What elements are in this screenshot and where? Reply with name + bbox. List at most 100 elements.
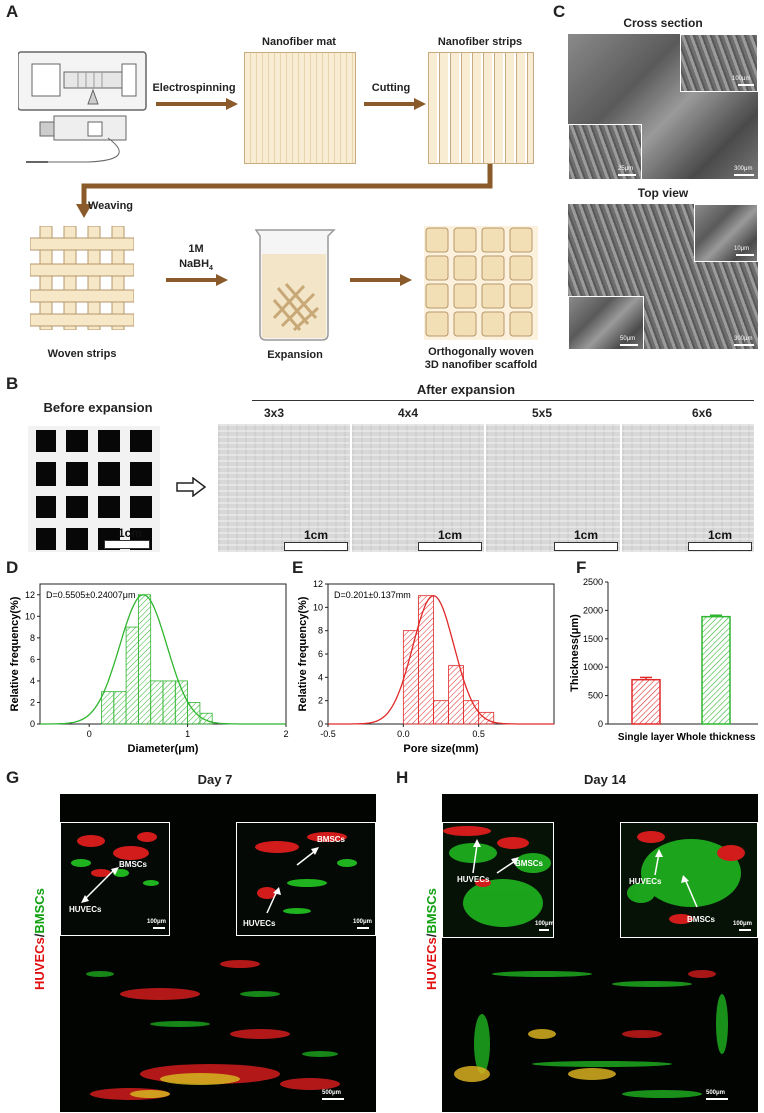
y-tick-label: 6 bbox=[30, 654, 35, 664]
bar bbox=[631, 678, 661, 725]
ortho-caption-line2: 3D nanofiber scaffold bbox=[424, 359, 538, 371]
histogram-bar bbox=[463, 700, 480, 725]
y-tick-label: 2000 bbox=[583, 605, 603, 615]
y-tick-label: 2 bbox=[318, 696, 323, 706]
y-tick-label: 1000 bbox=[583, 662, 603, 672]
expanded-scaffold-5x5-photo: 1cm bbox=[486, 424, 620, 552]
histogram-bar bbox=[199, 712, 213, 725]
y-axis-label: Relative frequency(%) bbox=[9, 596, 21, 711]
expanded-scaffold-3x3-photo: 1cm bbox=[218, 424, 350, 552]
electrospinning-label: Electrospinning bbox=[152, 82, 236, 94]
y-tick-label: 1500 bbox=[583, 634, 603, 644]
histogram-bar bbox=[417, 595, 434, 725]
histogram-bar bbox=[448, 665, 465, 725]
nanofiber-strips-illustration bbox=[428, 52, 534, 164]
h-ylabel: HUVECs/BMSCs bbox=[424, 888, 439, 990]
panel-label-d: D bbox=[6, 558, 19, 577]
day14-inset-left: HUVECs BMSCs 100μm bbox=[442, 822, 554, 938]
histogram-bar bbox=[150, 680, 164, 725]
sem-top-view-image: 10μm 50μm 300μm bbox=[568, 204, 758, 349]
y-axis-label: Relative frequency(%) bbox=[297, 596, 309, 711]
category-label: Single layer bbox=[618, 732, 674, 743]
day14-title: Day 14 bbox=[584, 772, 626, 787]
panel-label-b: B bbox=[6, 374, 19, 393]
y-tick-label: 10 bbox=[25, 611, 35, 621]
x-tick-label: 0.5 bbox=[472, 729, 485, 739]
y-tick-label: 4 bbox=[318, 672, 323, 682]
weaving-label: Weaving bbox=[88, 200, 134, 212]
histogram-bar bbox=[101, 691, 115, 725]
nabh4-line1: 1M bbox=[188, 243, 204, 255]
arrow-right-outline-icon bbox=[176, 477, 207, 497]
y-tick-label: 8 bbox=[30, 633, 35, 643]
day14-inset-right: HUVECs BMSCs 100μm bbox=[620, 822, 758, 938]
histogram-bar bbox=[113, 691, 127, 725]
y-tick-label: 6 bbox=[318, 649, 323, 659]
panel-label-e: E bbox=[292, 558, 304, 577]
expanded-scaffold-6x6-photo: 1cm bbox=[622, 424, 754, 552]
cross-section-title: Cross section bbox=[623, 16, 703, 30]
y-tick-label: 500 bbox=[588, 691, 603, 701]
nanofiber-mat-caption: Nanofiber mat bbox=[262, 36, 336, 48]
normal-fit-curve bbox=[328, 595, 554, 725]
panel-label-a: A bbox=[6, 2, 19, 21]
y-tick-label: 8 bbox=[318, 626, 323, 636]
arrow-right-icon bbox=[350, 274, 412, 286]
normal-fit-curve bbox=[40, 594, 286, 725]
arrow-right-icon bbox=[156, 98, 238, 110]
y-tick-label: 12 bbox=[313, 579, 323, 589]
arrow-right-icon bbox=[364, 98, 426, 110]
expansion-caption: Expansion bbox=[267, 349, 323, 361]
x-tick-label: 2 bbox=[283, 729, 288, 739]
x-tick-label: 1 bbox=[185, 729, 190, 739]
cutting-label: Cutting bbox=[371, 82, 411, 94]
g-ylabel: HUVECs/BMSCs bbox=[32, 888, 47, 990]
y-tick-label: 4 bbox=[30, 676, 35, 686]
y-tick-label: 2 bbox=[30, 697, 35, 707]
histogram-bar bbox=[162, 680, 176, 725]
arrow-right-icon bbox=[166, 274, 228, 286]
y-tick-label: 2500 bbox=[583, 577, 603, 587]
x-tick-label: 0.0 bbox=[397, 729, 410, 739]
x-tick-label: 0 bbox=[87, 729, 92, 739]
day7-fluorescence-image: BMSCs HUVECs 100μm BMSCs HUVECs 100μm 50… bbox=[60, 794, 376, 1112]
x-axis-label: Pore size(mm) bbox=[403, 743, 479, 755]
weaving-connector-arrow bbox=[76, 164, 493, 218]
size-label-6x6: 6x6 bbox=[691, 406, 713, 420]
sem-inset-image bbox=[568, 124, 642, 179]
chart-e: 0 2 4 6 8 10 12 -0.5 0.0 0.5 D=0.201±0.137mm Pore s… bbox=[297, 579, 555, 755]
y-tick-label: 0 bbox=[598, 719, 603, 729]
panel-label-h: H bbox=[396, 768, 409, 787]
sem-inset-image bbox=[680, 34, 758, 92]
histogram-bar bbox=[137, 594, 152, 725]
x-tick-label: -0.5 bbox=[320, 729, 336, 739]
before-expansion-photo: 1cm bbox=[28, 426, 160, 552]
histogram-bar bbox=[478, 711, 495, 725]
after-expansion-title: After expansion bbox=[416, 382, 516, 397]
woven-strips-illustration bbox=[30, 226, 134, 330]
sem-inset-image bbox=[568, 296, 644, 349]
chart-annotation: D=0.5505±0.24007μm bbox=[46, 590, 135, 600]
electrospinning-apparatus-illustration bbox=[18, 51, 147, 163]
y-tick-label: 10 bbox=[313, 602, 323, 612]
sem-cross-section-image: 100μm 25μm 300μm bbox=[568, 34, 758, 179]
histogram-bar bbox=[433, 700, 449, 725]
chart-annotation: D=0.201±0.137mm bbox=[334, 590, 411, 600]
nabh4-label: NaBH4 bbox=[179, 258, 213, 273]
expanded-scaffold-4x4-photo: 1cm bbox=[352, 424, 484, 552]
panel-label-f: F bbox=[576, 558, 587, 577]
size-label-3x3: 3x3 bbox=[263, 406, 285, 420]
ortho-caption-line1: Orthogonally woven bbox=[428, 346, 534, 358]
after-expansion-underline bbox=[252, 400, 754, 401]
size-label-5x5: 5x5 bbox=[531, 406, 553, 420]
histogram-bar bbox=[125, 626, 139, 725]
chart-f: 0 500 1000 1500 2000 2500 Single layer Whole th… bbox=[569, 577, 758, 743]
before-expansion-title: Before expansion bbox=[43, 400, 153, 415]
y-axis-label: Thickness(μm) bbox=[569, 614, 581, 692]
panel-label-c: C bbox=[553, 2, 566, 21]
orthogonally-woven-scaffold-illustration bbox=[424, 226, 538, 340]
nanofiber-strips-caption: Nanofiber strips bbox=[437, 36, 523, 48]
nanofiber-mat-illustration bbox=[244, 52, 356, 164]
day7-title: Day 7 bbox=[197, 772, 233, 787]
